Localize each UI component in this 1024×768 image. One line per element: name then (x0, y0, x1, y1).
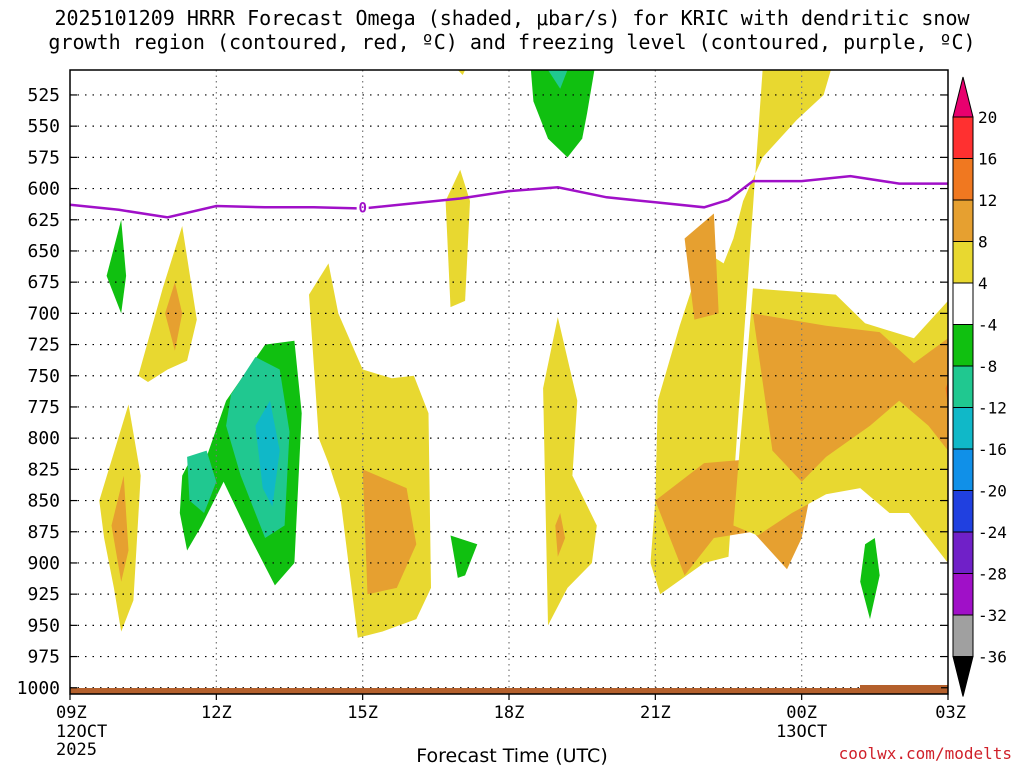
colorbar: 20 16 12 8 4 -4 -8 -12 -16 -20 -24 -28 -32 -36 (952, 76, 1007, 697)
colorbar-label: 4 (978, 274, 988, 293)
omega-region (165, 282, 183, 351)
colorbar-label: 12 (978, 191, 997, 210)
pressure-tick-label: 850 (27, 491, 60, 512)
omega-region (555, 513, 566, 557)
colorbar-bottom-arrow (952, 656, 974, 697)
pressure-axis: 525 550 575 600 625 650 675 700 725 750 775 800 825 8… (17, 85, 948, 699)
colorbar-swatch (952, 490, 974, 533)
time-tick-label: 18Z (494, 703, 525, 723)
colorbar-swatch (952, 324, 974, 367)
pressure-tick-label: 875 (27, 522, 60, 543)
time-tick-label: 09Z (56, 703, 87, 723)
pressure-tick-label: 600 (27, 179, 60, 200)
time-tick-label: 21Z (640, 703, 671, 723)
omega-region (684, 213, 719, 320)
omega-region (138, 226, 197, 382)
x-axis-title: Forecast Time (UTC) (416, 745, 608, 767)
pressure-tick-label: 925 (27, 584, 60, 605)
freezing-level-line (69, 174, 948, 219)
pressure-tick-label: 525 (27, 85, 60, 106)
omega-shading-layer (99, 70, 948, 638)
colorbar-label: 16 (978, 150, 997, 169)
pressure-tick-label: 700 (27, 303, 60, 324)
colorbar-label: -16 (978, 440, 1007, 459)
omega-region (106, 219, 127, 314)
ground-surface-raised (860, 685, 948, 689)
omega-region (445, 169, 470, 308)
colorbar-top-arrow (952, 76, 974, 118)
ground-bar (70, 685, 948, 694)
time-tick-label: 15Z (347, 703, 378, 723)
chart-title: 2025101209 HRRR Forecast Omega (shaded, … (0, 6, 1024, 54)
colorbar-swatch (952, 407, 974, 450)
omega-region (362, 469, 417, 595)
freezing-level-label-bg (356, 198, 369, 215)
time-tick-label: 03Z (935, 703, 966, 723)
pressure-tick-label: 1000 (17, 678, 60, 699)
pressure-tick-label: 675 (27, 272, 60, 293)
pressure-tick-label: 650 (27, 241, 60, 262)
pressure-tick-label: 575 (27, 147, 60, 168)
colorbar-label: -32 (978, 606, 1007, 625)
pressure-tick-label: 625 (27, 210, 60, 231)
colorbar-swatch (952, 158, 974, 201)
colorbar-swatch (952, 282, 974, 325)
omega-region (860, 538, 880, 620)
omega-region (530, 70, 595, 158)
colorbar-swatch (952, 614, 974, 657)
ground-surface (70, 688, 948, 694)
omega-region (111, 475, 129, 582)
colorbar-label: -8 (978, 357, 997, 376)
colorbar-swatch (952, 448, 974, 491)
pressure-tick-label: 950 (27, 615, 60, 636)
time-tick-label: 12Z (201, 703, 232, 723)
omega-region (650, 70, 831, 595)
time-tick-label: 00Z (786, 703, 817, 723)
colorbar-swatch (952, 573, 974, 616)
colorbar-label: -12 (978, 399, 1007, 418)
pressure-tick-label: 975 (27, 647, 60, 668)
chart-title-line-1: 2025101209 HRRR Forecast Omega (shaded, … (54, 6, 970, 30)
pressure-tick-label: 825 (27, 459, 60, 480)
colorbar-label: -20 (978, 482, 1007, 501)
omega-region (457, 70, 466, 75)
chart-title-line-2: growth region (contoured, red, ºC) and f… (48, 30, 976, 54)
omega-region (543, 317, 597, 626)
colorbar-swatch (952, 365, 974, 408)
pressure-tick-label: 900 (27, 553, 60, 574)
omega-region (187, 450, 217, 513)
date-label: 13OCT (776, 722, 827, 742)
year-label: 2025 (56, 740, 97, 760)
colorbar-label: 20 (978, 108, 997, 127)
omega-region (450, 535, 478, 578)
date-label: 12OCT (56, 722, 107, 742)
colorbar-label: -28 (978, 565, 1007, 584)
freezing-level-layer: 0 (69, 174, 948, 219)
colorbar-swatch (952, 116, 974, 159)
pressure-tick-label: 775 (27, 397, 60, 418)
colorbar-swatch (952, 241, 974, 284)
colorbar-label: -36 (978, 648, 1007, 667)
colorbar-label: -24 (978, 523, 1007, 542)
colorbar-label: 8 (978, 233, 988, 252)
omega-region (548, 70, 568, 89)
omega-region (255, 400, 280, 507)
pressure-tick-label: 800 (27, 428, 60, 449)
pressure-tick-label: 750 (27, 366, 60, 387)
pressure-tick-label: 550 (27, 116, 60, 137)
colorbar-swatch (952, 199, 974, 242)
colorbar-swatch (952, 531, 974, 574)
omega-region (226, 357, 290, 538)
freezing-level-label: 0 (358, 200, 366, 216)
pressure-tick-label: 725 (27, 335, 60, 356)
colorbar-label: -4 (978, 316, 997, 335)
source-credit: coolwx.com/modelts (838, 744, 1012, 763)
